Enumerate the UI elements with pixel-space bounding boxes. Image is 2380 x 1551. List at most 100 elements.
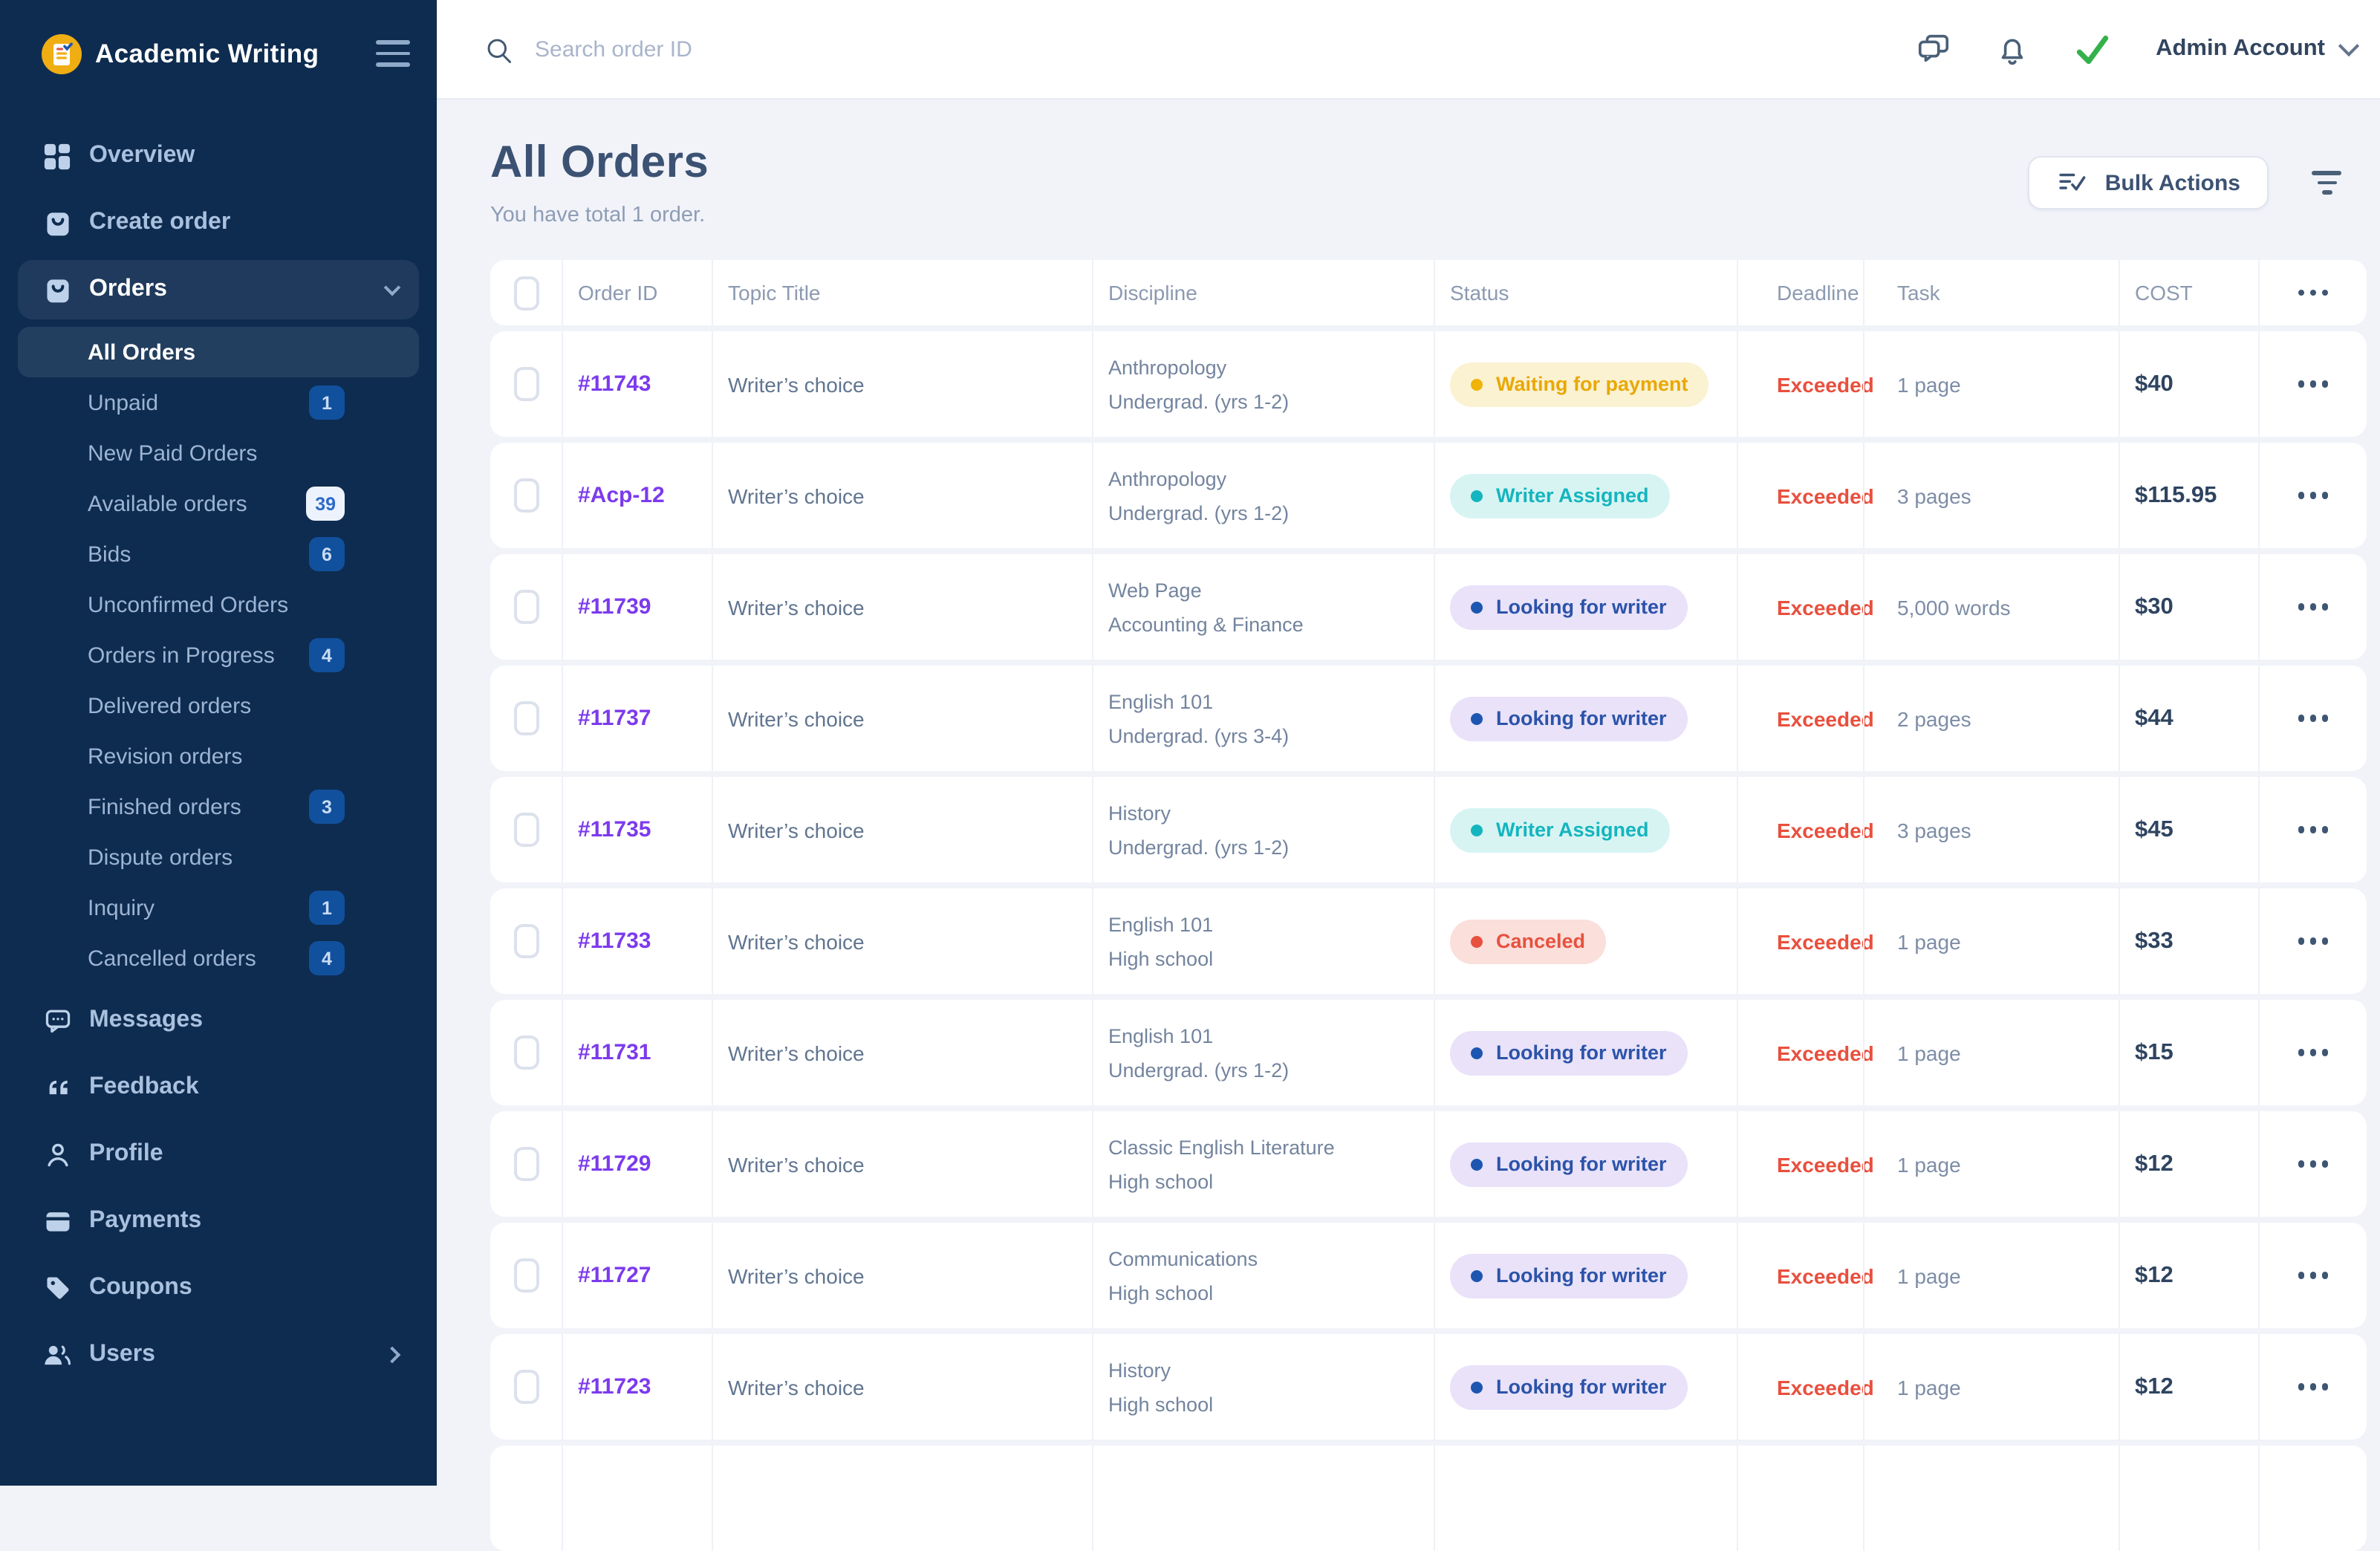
sidebar-item-dispute-orders[interactable]: Dispute orders — [18, 832, 419, 882]
sidebar-item-overview[interactable]: Overview — [18, 126, 419, 186]
col-header-task: Task — [1863, 260, 2119, 325]
sidebar-item-create-order[interactable]: Create order — [18, 193, 419, 253]
sidebar-item-bids[interactable]: Bids 6 — [18, 529, 419, 579]
messages-icon[interactable] — [1915, 31, 1952, 67]
row-actions-button[interactable] — [2289, 595, 2338, 620]
col-header-status: Status — [1434, 260, 1737, 325]
sidebar-item-payments[interactable]: Payments — [18, 1191, 419, 1251]
status-label: Canceled — [1496, 930, 1586, 952]
users-icon — [42, 1339, 73, 1370]
sidebar-item-revision-orders[interactable]: Revision orders — [18, 731, 419, 781]
row-checkbox[interactable] — [513, 924, 539, 958]
sidebar-item-orders-in-progress[interactable]: Orders in Progress 4 — [18, 630, 419, 680]
order-id-link[interactable]: #Acp-12 — [578, 483, 665, 508]
sidebar-item-delivered-orders[interactable]: Delivered orders — [18, 680, 419, 731]
academic-level: Undergrad. (yrs 1-2) — [1108, 836, 1290, 858]
sidebar-subitem-label: Cancelled orders — [88, 946, 256, 971]
sidebar-item-unpaid[interactable]: Unpaid 1 — [18, 377, 419, 428]
order-id-link[interactable]: #11739 — [578, 594, 651, 620]
search-input[interactable] — [532, 35, 1028, 63]
row-checkbox[interactable] — [513, 478, 539, 513]
row-actions-button[interactable] — [2289, 484, 2338, 508]
select-all-checkbox[interactable] — [513, 276, 539, 310]
deadline-value: Exceeded — [1777, 706, 1874, 730]
sidebar-item-all-orders[interactable]: All Orders — [18, 327, 419, 377]
order-id-link[interactable]: #11743 — [578, 371, 651, 397]
topbar: Admin Account — [437, 0, 2380, 100]
status-dot-icon — [1471, 601, 1483, 613]
sidebar-item-new-paid-orders[interactable]: New Paid Orders — [18, 428, 419, 478]
order-id-link[interactable]: #11727 — [578, 1263, 651, 1288]
discipline-name: English 101 — [1108, 1024, 1214, 1047]
app-logo-icon — [42, 33, 82, 74]
cost-value: $40 — [2135, 371, 2173, 396]
row-checkbox[interactable] — [513, 367, 539, 401]
orders-table: Order ID Topic Title Discipline Status D… — [490, 260, 2367, 1551]
sidebar-item-messages[interactable]: Messages — [18, 991, 419, 1050]
row-checkbox[interactable] — [513, 813, 539, 847]
sidebar-item-label: Messages — [89, 1007, 203, 1033]
cost-value: $45 — [2135, 816, 2173, 842]
order-id-link[interactable]: #11729 — [578, 1151, 651, 1177]
topic-title: Writer’s choice — [728, 818, 865, 842]
app-title: Academic Writing — [95, 38, 319, 68]
sidebar-item-users[interactable]: Users — [18, 1325, 419, 1385]
status-label: Writer Assigned — [1496, 484, 1649, 507]
row-checkbox[interactable] — [513, 1035, 539, 1070]
count-badge: 39 — [306, 487, 345, 521]
table-options-button[interactable] — [2289, 281, 2338, 305]
row-actions-button[interactable] — [2289, 1152, 2338, 1177]
table-body: #11743 Writer’s choice Anthropology Undergr… — [490, 331, 2367, 1440]
sidebar-item-label: Feedback — [89, 1074, 199, 1099]
order-id-link[interactable]: #11737 — [578, 706, 651, 731]
col-header-deadline: Deadline — [1737, 260, 1863, 325]
table-row: #11737 Writer’s choice English 101 Undergra… — [490, 666, 2367, 771]
sidebar-item-inquiry[interactable]: Inquiry 1 — [18, 882, 419, 933]
sidebar-item-finished-orders[interactable]: Finished orders 3 — [18, 781, 419, 832]
count-badge: 6 — [309, 537, 345, 571]
sidebar-subitem-label: Dispute orders — [88, 845, 233, 870]
row-checkbox[interactable] — [513, 590, 539, 624]
cost-value: $12 — [2135, 1262, 2173, 1287]
sidebar-item-orders[interactable]: Orders — [18, 260, 419, 319]
sidebar-subitem-label: Bids — [88, 542, 131, 567]
row-actions-button[interactable] — [2289, 706, 2338, 731]
academic-level: Undergrad. (yrs 1-2) — [1108, 1059, 1290, 1081]
row-checkbox[interactable] — [513, 1147, 539, 1181]
bulk-actions-button[interactable]: Bulk Actions — [2027, 156, 2269, 209]
sidebar-nav-top: Overview Create order Orders — [0, 126, 437, 319]
row-actions-button[interactable] — [2289, 1041, 2338, 1065]
table-row: #11727 Writer’s choice Communications High … — [490, 1223, 2367, 1328]
account-menu[interactable]: Admin Account — [2156, 35, 2360, 62]
status-badge: Looking for writer — [1450, 696, 1688, 741]
sidebar-item-available-orders[interactable]: Available orders 39 — [18, 478, 419, 529]
sidebar-item-cancelled-orders[interactable]: Cancelled orders 4 — [18, 933, 419, 983]
row-actions-button[interactable] — [2289, 1375, 2338, 1399]
status-dot-icon — [1471, 1047, 1483, 1059]
row-actions-button[interactable] — [2289, 1264, 2338, 1288]
order-id-link[interactable]: #11723 — [578, 1374, 651, 1399]
row-actions-button[interactable] — [2289, 929, 2338, 954]
row-checkbox[interactable] — [513, 1370, 539, 1404]
sidebar-item-feedback[interactable]: Feedback — [18, 1058, 419, 1117]
chevron-down-icon — [2338, 35, 2360, 57]
task-value: 1 page — [1897, 1375, 1961, 1399]
order-id-link[interactable]: #11735 — [578, 817, 651, 842]
cost-value: $15 — [2135, 1039, 2173, 1064]
menu-icon[interactable] — [376, 34, 410, 73]
row-actions-button[interactable] — [2289, 372, 2338, 397]
row-actions-button[interactable] — [2289, 818, 2338, 842]
notifications-bell-icon[interactable] — [1995, 32, 2029, 66]
page-header: All Orders You have total 1 order. Bulk … — [490, 138, 2346, 227]
deadline-value: Exceeded — [1777, 484, 1874, 507]
sidebar-item-unconfirmed-orders[interactable]: Unconfirmed Orders — [18, 579, 419, 630]
sidebar-item-coupons[interactable]: Coupons — [18, 1258, 419, 1318]
order-id-link[interactable]: #11733 — [578, 929, 651, 954]
status-dot-icon — [1471, 1269, 1483, 1281]
sidebar-item-profile[interactable]: Profile — [18, 1125, 419, 1184]
filter-button[interactable] — [2307, 163, 2346, 202]
academic-level: High school — [1108, 1393, 1214, 1415]
row-checkbox[interactable] — [513, 1258, 539, 1292]
order-id-link[interactable]: #11731 — [578, 1040, 651, 1065]
row-checkbox[interactable] — [513, 701, 539, 735]
